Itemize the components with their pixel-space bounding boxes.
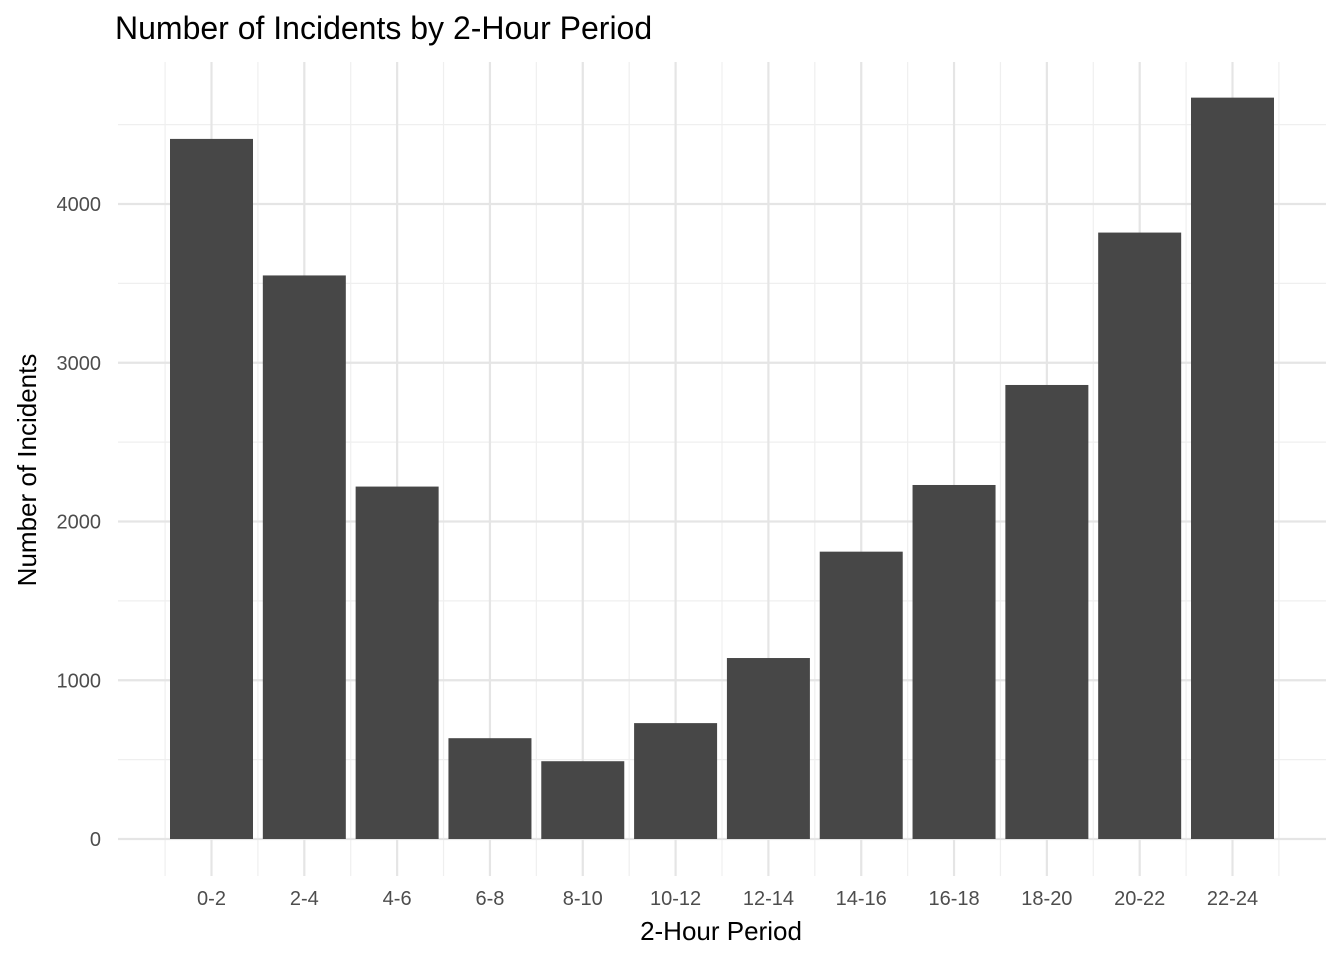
bar-4-6 — [355, 486, 439, 839]
y-tick-label: 2000 — [57, 512, 102, 534]
x-axis-tick-labels: 0-2 2-4 4-6 6-8 8-10 10-12 12-14 14-16 16-18 18-2… — [197, 888, 1258, 910]
bar-0-2 — [170, 138, 253, 840]
y-axis-title: Number of Incidents — [12, 354, 42, 587]
y-tick-label: 1000 — [57, 670, 102, 692]
bar-14-16 — [819, 551, 903, 839]
x-tick-label: 2-4 — [290, 888, 319, 910]
bar-22-24 — [1191, 97, 1274, 839]
bar-2-4 — [262, 275, 346, 839]
x-tick-label: 8-10 — [563, 888, 603, 910]
x-tick-label: 0-2 — [197, 888, 226, 910]
y-tick-label: 4000 — [57, 194, 102, 216]
bar-12-14 — [726, 658, 810, 839]
x-tick-label: 12-14 — [743, 888, 794, 910]
x-tick-label: 22-24 — [1207, 888, 1258, 910]
y-tick-label: 3000 — [57, 353, 102, 375]
x-tick-label: 6-8 — [476, 888, 505, 910]
x-axis-title: 2-Hour Period — [640, 916, 802, 946]
x-tick-label: 14-16 — [836, 888, 887, 910]
x-tick-label: 20-22 — [1114, 888, 1165, 910]
bar-6-8 — [448, 738, 532, 839]
bar-16-18 — [912, 484, 996, 839]
y-tick-label: 0 — [90, 829, 101, 851]
x-tick-label: 4-6 — [383, 888, 412, 910]
y-axis-tick-labels: 0 1000 2000 3000 4000 — [57, 194, 102, 851]
bar-20-22 — [1098, 232, 1182, 839]
chart-title: Number of Incidents by 2-Hour Period — [115, 10, 652, 46]
x-tick-label: 16-18 — [928, 888, 979, 910]
bars — [170, 97, 1274, 840]
bar-8-10 — [541, 761, 625, 839]
x-tick-label: 10-12 — [650, 888, 701, 910]
bar-10-12 — [634, 723, 718, 839]
bar-18-20 — [1005, 384, 1089, 839]
x-tick-label: 18-20 — [1021, 888, 1072, 910]
